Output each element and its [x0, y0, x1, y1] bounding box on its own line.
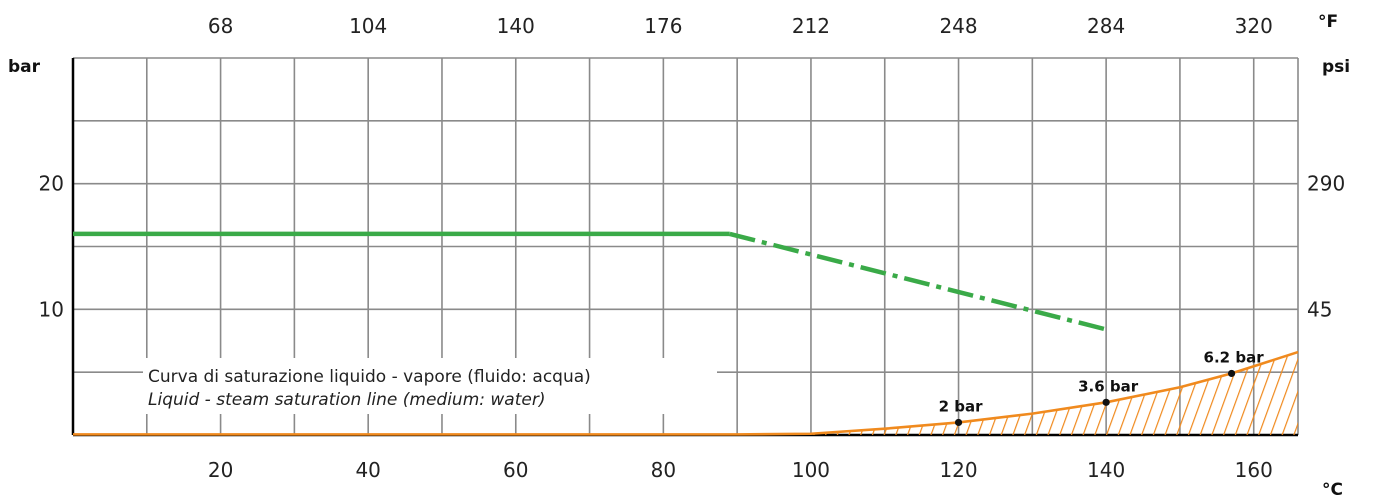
legend-line-2: Liquid - steam saturation line (medium: …	[148, 390, 545, 410]
x-axis-label-bottom: °C	[1322, 480, 1343, 500]
grid-lines	[71, 57, 1299, 436]
x-tick-label-celsius: 80	[651, 458, 676, 482]
y-tick-label-psi: 45	[1307, 297, 1332, 321]
x-tick-label-fahrenheit: 104	[349, 14, 387, 38]
x-axis-label-top: °F	[1318, 12, 1338, 32]
annotation-point	[1227, 369, 1236, 378]
y-axis-label-right: psi	[1322, 57, 1350, 77]
x-tick-label-celsius: 140	[1087, 458, 1125, 482]
x-tick-label-fahrenheit: 68	[208, 14, 233, 38]
pressure-line-dashdot	[729, 231, 1107, 332]
annotation-label: 6.2 bar	[1204, 348, 1265, 366]
saturation-area-fill	[73, 352, 1298, 435]
legend-background	[143, 358, 717, 414]
y-tick-label-psi: 290	[1307, 172, 1345, 196]
y-tick-label-bar: 10	[39, 297, 64, 321]
x-tick-label-fahrenheit: 212	[792, 14, 830, 38]
x-tick-label-celsius: 60	[503, 458, 528, 482]
annotation-point	[954, 418, 963, 427]
annotation-point	[1102, 398, 1110, 406]
series-layer	[73, 231, 1299, 436]
x-tick-label-fahrenheit: 248	[939, 14, 977, 38]
saturation-curve	[73, 350, 1299, 436]
x-tick-label-fahrenheit: 176	[644, 14, 682, 38]
x-tick-label-fahrenheit: 284	[1087, 14, 1125, 38]
y-tick-label-bar: 20	[39, 172, 64, 196]
annotation-label: 3.6 bar	[1078, 377, 1139, 395]
x-tick-label-celsius: 120	[939, 458, 977, 482]
x-tick-label-celsius: 40	[355, 458, 380, 482]
tick-labels: 20 40 60 80 100 120 140 160 68 104 140 176 212 248 284…	[39, 14, 1346, 482]
x-tick-label-celsius: 20	[208, 458, 233, 482]
legend-line-1: Curva di saturazione liquido - vapore (f…	[148, 367, 591, 387]
legend: Curva di saturazione liquido - vapore (f…	[143, 358, 717, 414]
annotation-label: 2 bar	[939, 397, 984, 415]
x-tick-label-fahrenheit: 320	[1235, 14, 1273, 38]
y-axis-label-left: bar	[8, 57, 41, 77]
x-tick-label-celsius: 100	[792, 458, 830, 482]
saturation-hatched-area	[73, 352, 1298, 435]
x-tick-label-fahrenheit: 140	[497, 14, 535, 38]
x-tick-label-celsius: 160	[1235, 458, 1273, 482]
annotations: 2 bar 3.6 bar 6.2 bar	[939, 348, 1265, 427]
